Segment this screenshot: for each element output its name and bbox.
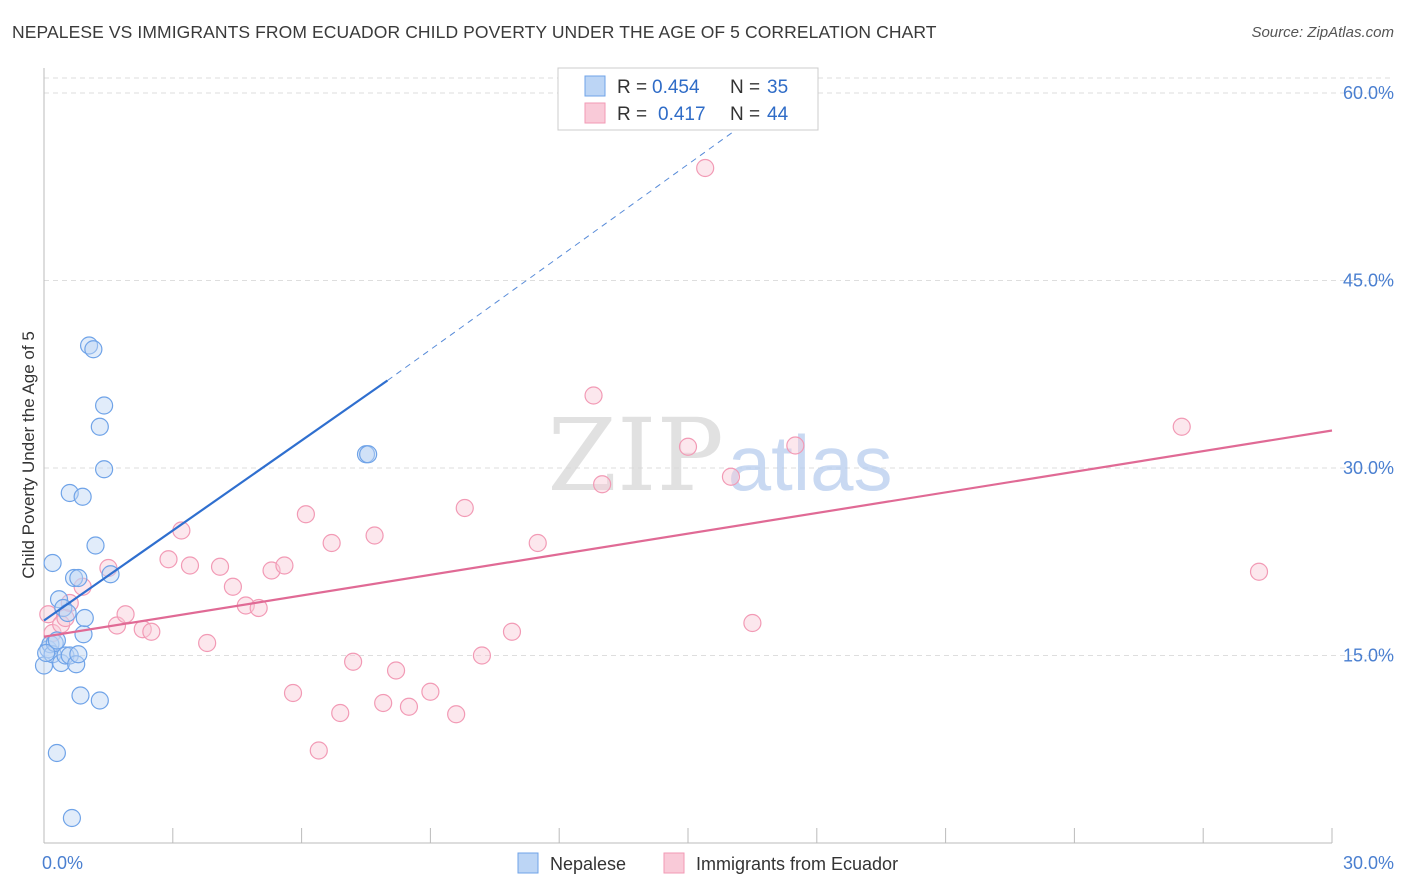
ecuador-point	[296, 505, 315, 524]
ecuador-point	[386, 661, 406, 680]
legend-n-value-1: 35	[767, 77, 788, 98]
ecuador-point	[421, 682, 440, 701]
chart-title: NEPALESE VS IMMIGRANTS FROM ECUADOR CHIL…	[12, 22, 937, 42]
ecuador-point	[455, 498, 474, 518]
ecuador-point	[180, 556, 200, 575]
ecuador-point	[399, 697, 419, 716]
nepalese-point	[43, 553, 62, 573]
ecuador-point	[331, 703, 350, 723]
x-ticks	[172, 828, 1333, 843]
ecuador-point	[322, 533, 341, 553]
legend-n-label-1: N =	[730, 77, 760, 98]
nepalese-point	[64, 568, 84, 588]
legend-r-label-1: R =	[617, 77, 647, 98]
ecuador-point	[528, 533, 547, 553]
nepalese-trend-extension	[387, 117, 753, 381]
legend-r-value-1: 0.454	[652, 77, 700, 98]
ecuador-point	[447, 705, 466, 724]
nepalese-point	[86, 536, 105, 555]
ecuador-point	[472, 646, 492, 665]
gridlines	[44, 77, 1394, 656]
ecuador-point	[142, 622, 161, 641]
ecuador-point	[584, 386, 603, 405]
nepalese-points	[34, 336, 378, 828]
ecuador-point	[365, 526, 384, 545]
ecuador-points	[39, 158, 1269, 760]
ecuador-point	[1172, 417, 1191, 436]
x-tick-label-max: 30.0%	[1343, 853, 1394, 873]
ecuador-point	[344, 652, 363, 671]
nepalese-point	[37, 643, 56, 663]
nepalese-point	[49, 590, 69, 609]
legend-n-label-2: N =	[730, 104, 760, 125]
y-tick-labels: 15.0% 30.0% 45.0% 60.0%	[1343, 83, 1394, 666]
nepalese-point	[84, 340, 103, 359]
nepalese-point	[69, 568, 88, 588]
y-tick-label: 30.0%	[1343, 458, 1394, 478]
nepalese-point	[69, 645, 88, 664]
ecuador-point	[309, 741, 328, 760]
ecuador-point	[223, 577, 243, 596]
ecuador-point	[786, 436, 805, 455]
ecuador-point	[116, 605, 135, 624]
ecuador-point	[159, 550, 178, 569]
nepalese-point	[73, 487, 92, 506]
ecuador-trend-line	[43, 429, 1333, 638]
ecuador-point	[678, 437, 698, 456]
legend-r-value-2: 0.417	[658, 104, 706, 125]
nepalese-point	[95, 396, 114, 415]
nepalese-point	[47, 743, 66, 763]
nepalese-point	[74, 625, 93, 644]
ecuador-point	[743, 613, 762, 633]
ecuador-point	[1249, 562, 1269, 581]
legend-n-value-2: 44	[767, 104, 789, 125]
nepalese-point	[71, 686, 90, 705]
y-tick-label: 60.0%	[1343, 83, 1394, 103]
stats-legend: R = 0.454 N = 35 R = 0.417 N = 44	[557, 67, 819, 131]
watermark: ZIPatlas	[547, 397, 892, 514]
y-tick-label: 15.0%	[1343, 646, 1394, 666]
y-axis-label: Child Poverty Under the Age of 5	[19, 331, 38, 579]
nepalese-trend-line	[43, 379, 389, 622]
nepalese-point	[90, 417, 109, 436]
ecuador-point	[210, 557, 230, 576]
nepalese-point	[75, 608, 94, 628]
nepalese-point	[62, 808, 82, 828]
nepalese-bottom-swatch	[517, 852, 539, 874]
y-tick-label: 45.0%	[1343, 271, 1394, 291]
ecuador-point	[283, 683, 303, 703]
x-tick-label-min: 0.0%	[42, 853, 83, 873]
ecuador-bottom-swatch	[663, 852, 685, 874]
ecuador-point	[198, 633, 217, 653]
trend-lines	[43, 117, 1333, 638]
ecuador-point	[502, 622, 522, 641]
nepalese-legend-label: Nepalese	[550, 854, 626, 874]
nepalese-legend-swatch	[584, 75, 606, 97]
ecuador-point	[696, 158, 715, 178]
ecuador-point	[374, 693, 393, 713]
nepalese-point	[95, 460, 114, 479]
ecuador-point	[275, 556, 294, 575]
ecuador-legend-label: Immigrants from Ecuador	[696, 854, 898, 874]
series-legend: Nepalese Immigrants from Ecuador	[517, 852, 898, 874]
ecuador-legend-swatch	[584, 102, 606, 124]
source-label: Source: ZipAtlas.com	[1251, 24, 1394, 41]
nepalese-point	[359, 445, 378, 464]
ecuador-point	[593, 475, 612, 494]
legend-r-label-2: R =	[617, 104, 647, 125]
nepalese-point	[90, 691, 109, 710]
ecuador-point	[721, 467, 741, 486]
